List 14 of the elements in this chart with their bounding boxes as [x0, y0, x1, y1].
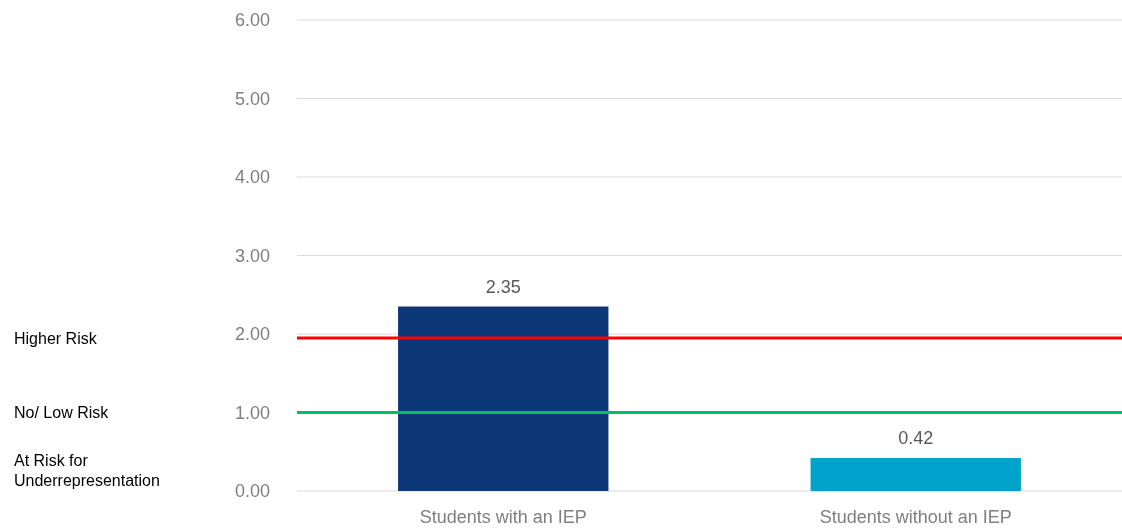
text: No/ Low Risk	[14, 403, 110, 421]
y-tick-label: 6.00	[234, 10, 270, 31]
text: At Risk for Underrepresentation	[14, 451, 160, 489]
x-tick-label: Students with an IEP	[419, 507, 587, 527]
y-tick-label: 5.00	[234, 88, 270, 109]
text: Higher Risk	[14, 329, 98, 347]
y-tick-label: 1.00	[234, 402, 270, 423]
y-tick-label: 0.00	[234, 481, 270, 502]
y-tick-label: 4.00	[234, 167, 270, 188]
x-tick-label: Students without an IEP	[819, 507, 1012, 527]
y-tick-label: 3.00	[234, 245, 270, 266]
y-tick-label: 2.00	[234, 324, 270, 345]
data-label: 2.35	[485, 276, 521, 297]
data-label: 0.42	[898, 428, 934, 449]
